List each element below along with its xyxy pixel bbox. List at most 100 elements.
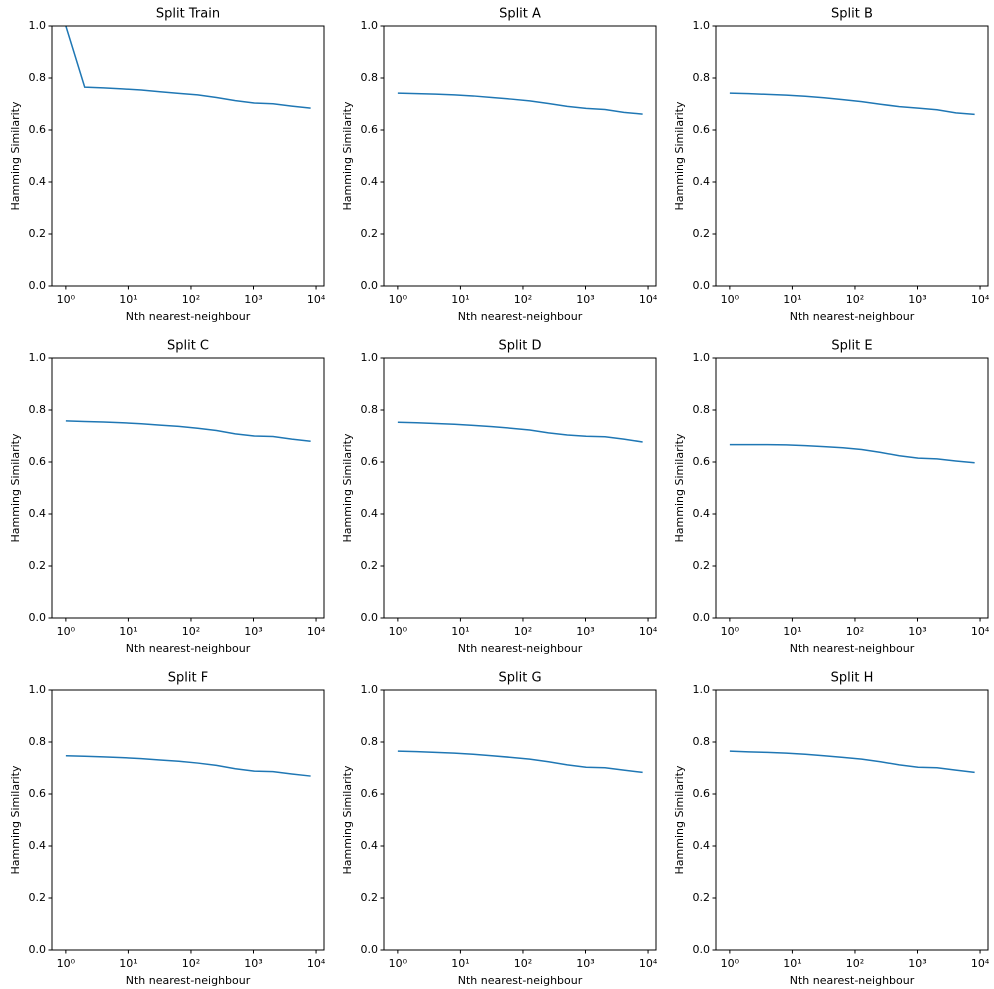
x-axis-label: Nth nearest-neighbour xyxy=(790,974,915,987)
y-tick-label: 0.2 xyxy=(29,227,47,240)
x-tick-label: 10¹ xyxy=(783,293,801,306)
y-tick-label: 0.2 xyxy=(693,559,711,572)
x-tick-label: 10³ xyxy=(244,625,262,638)
data-line xyxy=(729,92,975,116)
x-tick-label: 10³ xyxy=(244,293,262,306)
x-tick-label: 10⁰ xyxy=(721,957,740,970)
y-axis-label: Hamming Similarity xyxy=(673,101,686,210)
chart-title: Split D xyxy=(499,339,542,354)
x-axis-label: Nth nearest-neighbour xyxy=(458,310,583,323)
x-tick-label: 10³ xyxy=(908,625,926,638)
y-axis-label: Hamming Similarity xyxy=(341,101,354,210)
x-axis-label: Nth nearest-neighbour xyxy=(790,642,915,655)
x-tick-label: 10³ xyxy=(576,625,594,638)
y-tick-label: 1.0 xyxy=(29,19,47,32)
data-line xyxy=(397,92,643,115)
x-tick-label: 10² xyxy=(846,957,864,970)
y-tick-label: 0.6 xyxy=(29,455,47,468)
y-axis-label: Hamming Similarity xyxy=(673,765,686,874)
plot-frame xyxy=(715,357,989,619)
y-tick-label: 1.0 xyxy=(29,351,47,364)
x-axis-label: Nth nearest-neighbour xyxy=(458,974,583,987)
x-axis-label: Nth nearest-neighbour xyxy=(126,974,251,987)
chart-title: Split A xyxy=(499,7,541,22)
data-line xyxy=(65,420,311,442)
y-tick-label: 0.2 xyxy=(693,891,711,904)
y-tick-label: 1.0 xyxy=(361,19,379,32)
x-tick-label: 10⁴ xyxy=(639,957,658,970)
data-line xyxy=(65,755,311,777)
plot-frame xyxy=(715,25,989,287)
x-tick-label: 10¹ xyxy=(119,293,137,306)
x-tick-label: 10⁰ xyxy=(57,957,76,970)
y-tick-label: 0.4 xyxy=(693,839,711,852)
data-line xyxy=(729,750,975,774)
x-tick-label: 10³ xyxy=(908,957,926,970)
plot-frame xyxy=(383,25,657,287)
y-tick-label: 0.8 xyxy=(361,403,379,416)
y-tick-label: 0.6 xyxy=(361,455,379,468)
y-tick-label: 0.0 xyxy=(29,943,47,956)
y-axis-label: Hamming Similarity xyxy=(341,433,354,542)
y-tick-label: 0.2 xyxy=(693,227,711,240)
y-tick-label: 0.6 xyxy=(693,123,711,136)
y-tick-label: 0.8 xyxy=(693,403,711,416)
y-tick-label: 0.2 xyxy=(361,227,379,240)
x-tick-label: 10⁴ xyxy=(971,625,990,638)
x-tick-label: 10⁰ xyxy=(721,293,740,306)
y-tick-label: 0.8 xyxy=(361,735,379,748)
x-tick-label: 10⁴ xyxy=(639,293,658,306)
x-tick-label: 10² xyxy=(846,625,864,638)
y-tick-label: 0.4 xyxy=(361,839,379,852)
data-line xyxy=(729,443,975,464)
y-tick-label: 0.8 xyxy=(29,735,47,748)
x-axis-label: Nth nearest-neighbour xyxy=(126,642,251,655)
y-tick-label: 0.8 xyxy=(693,71,711,84)
x-tick-label: 10³ xyxy=(908,293,926,306)
y-tick-label: 0.2 xyxy=(361,559,379,572)
y-tick-label: 1.0 xyxy=(361,683,379,696)
x-tick-label: 10⁴ xyxy=(307,625,326,638)
y-tick-label: 0.6 xyxy=(361,787,379,800)
y-tick-label: 0.4 xyxy=(29,839,47,852)
y-tick-label: 0.8 xyxy=(29,403,47,416)
x-tick-label: 10¹ xyxy=(451,957,469,970)
plot-frame xyxy=(715,689,989,951)
x-tick-label: 10⁰ xyxy=(389,625,408,638)
x-axis-label: Nth nearest-neighbour xyxy=(126,310,251,323)
y-tick-label: 0.4 xyxy=(693,507,711,520)
chart-title: Split H xyxy=(831,671,874,686)
x-tick-label: 10² xyxy=(182,293,200,306)
y-tick-label: 0.4 xyxy=(29,175,47,188)
y-tick-label: 0.6 xyxy=(29,123,47,136)
x-tick-label: 10⁴ xyxy=(971,957,990,970)
y-tick-label: 0.6 xyxy=(693,455,711,468)
y-tick-label: 0.2 xyxy=(29,559,47,572)
x-tick-label: 10³ xyxy=(576,293,594,306)
y-tick-label: 1.0 xyxy=(693,19,711,32)
x-tick-label: 10⁰ xyxy=(57,293,76,306)
x-axis-label: Nth nearest-neighbour xyxy=(790,310,915,323)
plot-frame xyxy=(51,689,325,951)
x-tick-label: 10⁴ xyxy=(307,293,326,306)
x-tick-label: 10¹ xyxy=(783,957,801,970)
x-tick-label: 10¹ xyxy=(119,625,137,638)
x-tick-label: 10² xyxy=(182,625,200,638)
y-tick-label: 0.8 xyxy=(693,735,711,748)
data-line xyxy=(397,421,643,443)
x-tick-label: 10⁴ xyxy=(639,625,658,638)
chart-title: Split E xyxy=(831,339,872,354)
plot-frame xyxy=(383,357,657,619)
chart-title: Split G xyxy=(498,671,541,686)
chart-title: Split F xyxy=(168,671,208,686)
x-tick-label: 10² xyxy=(514,625,532,638)
x-tick-label: 10⁰ xyxy=(57,625,76,638)
y-tick-label: 0.4 xyxy=(693,175,711,188)
x-tick-label: 10¹ xyxy=(451,625,469,638)
x-tick-label: 10⁰ xyxy=(721,625,740,638)
x-tick-label: 10² xyxy=(514,957,532,970)
x-tick-label: 10² xyxy=(514,293,532,306)
x-tick-label: 10¹ xyxy=(451,293,469,306)
